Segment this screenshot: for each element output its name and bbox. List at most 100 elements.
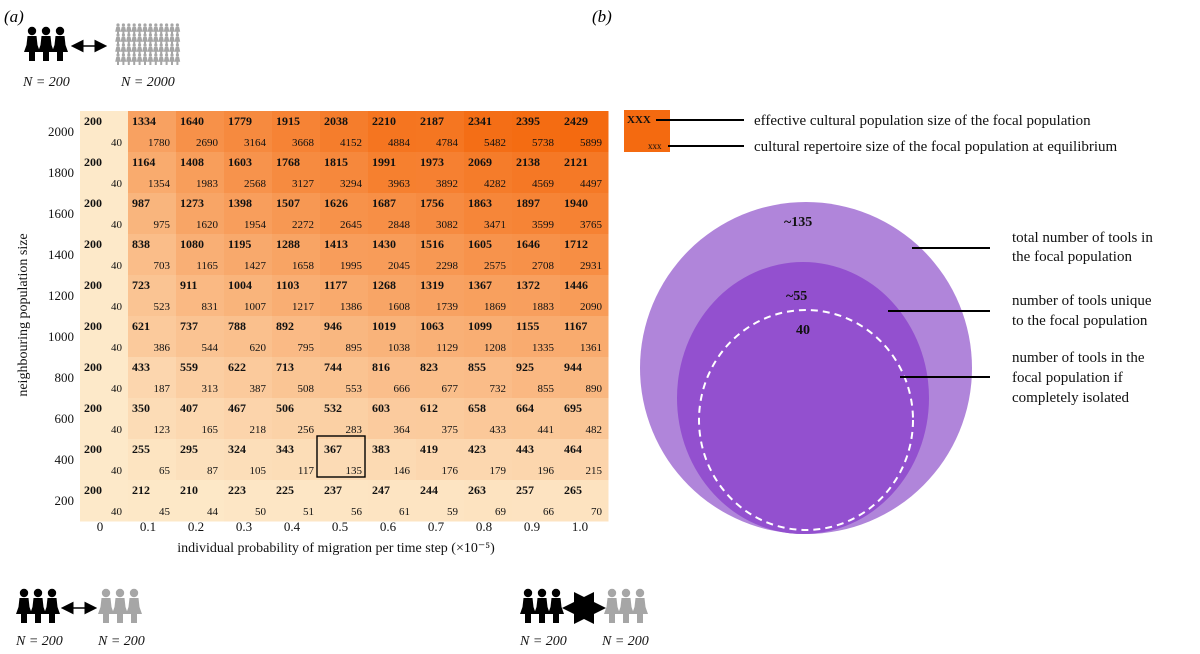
repertoire-size-label: 40	[111, 465, 123, 477]
heatmap-cell	[272, 480, 321, 522]
effective-size-label: 1398	[228, 196, 252, 210]
heatmap-cell	[176, 357, 225, 399]
heatmap-cell	[512, 152, 561, 194]
heatmap: 200 40 1334 1780 1640 2690 1779 3164 1915 3668 203…	[80, 111, 609, 522]
repertoire-size-label: 553	[346, 383, 363, 395]
x-tick-label: 0.4	[284, 519, 301, 534]
repertoire-size-label: 890	[586, 383, 603, 395]
effective-size-label: 816	[372, 360, 390, 374]
effective-size-label: 423	[468, 442, 486, 456]
total-tools-value: ~135	[784, 215, 812, 230]
repertoire-size-label: 176	[442, 465, 459, 477]
repertoire-size-label: 61	[399, 506, 410, 518]
effective-size-label: 200	[84, 442, 102, 456]
heatmap-cell	[80, 234, 129, 276]
heatmap-cell	[512, 398, 561, 440]
effective-size-label: 212	[132, 483, 150, 497]
effective-size-label: 200	[84, 278, 102, 292]
effective-size-label: 1712	[564, 237, 588, 251]
effective-size-label: 1897	[516, 196, 540, 210]
heatmap-cell	[128, 357, 177, 399]
repertoire-size-label: 69	[495, 506, 507, 518]
heatmap-cell	[224, 234, 273, 276]
effective-size-label: 1334	[132, 114, 156, 128]
repertoire-size-label: 4497	[580, 178, 603, 190]
effective-size-label: 383	[372, 442, 390, 456]
effective-size-label: 925	[516, 360, 534, 374]
effective-size-label: 1063	[420, 319, 444, 333]
effective-size-label: 1273	[180, 196, 204, 210]
isolated-tools-description-line: completely isolated	[1012, 390, 1130, 406]
effective-size-label: 1268	[372, 278, 396, 292]
repertoire-size-label: 218	[250, 424, 267, 436]
effective-size-label: 2121	[564, 155, 588, 169]
effective-size-label: 324	[228, 442, 246, 456]
x-tick-label: 0.7	[428, 519, 445, 534]
effective-size-label: 1408	[180, 155, 204, 169]
heatmap-cell	[272, 357, 321, 399]
heatmap-cell	[512, 275, 561, 317]
heatmap-cell	[128, 398, 177, 440]
effective-size-label: 2395	[516, 114, 540, 128]
effective-size-label: 1319	[420, 278, 444, 292]
repertoire-size-label: 3765	[580, 219, 603, 231]
repertoire-size-label: 1995	[340, 260, 363, 272]
repertoire-size-label: 3599	[532, 219, 555, 231]
effective-size-label: 737	[180, 319, 198, 333]
repertoire-size-label: 1007	[244, 301, 267, 313]
repertoire-size-label: 179	[490, 465, 507, 477]
effective-size-label: 1195	[228, 237, 251, 251]
repertoire-size-label: 123	[154, 424, 171, 436]
heatmap-cell	[560, 234, 609, 276]
heatmap-cell	[320, 275, 369, 317]
repertoire-size-label: 1427	[244, 260, 267, 272]
repertoire-size-label: 2645	[340, 219, 363, 231]
heatmap-cell	[80, 398, 129, 440]
effective-size-label: 350	[132, 401, 150, 415]
repertoire-size-label: 40	[111, 137, 123, 149]
unique-tools-value: ~55	[786, 289, 807, 304]
repertoire-size-label: 4884	[388, 137, 411, 149]
strong-migration-neighbour-icon	[604, 588, 648, 623]
heatmap-cell	[368, 439, 417, 481]
repertoire-size-label: 146	[394, 465, 411, 477]
isolated-tools-description-line: focal population if	[1012, 370, 1123, 386]
heatmap-cell	[224, 480, 273, 522]
heatmap-cell	[368, 480, 417, 522]
heatmap-cell	[128, 316, 177, 358]
repertoire-size-label: 1165	[196, 260, 218, 272]
repertoire-size-label: 56	[351, 506, 363, 518]
heatmap-cell	[464, 439, 513, 481]
heatmap-cell	[320, 357, 369, 399]
effective-size-label: 433	[132, 360, 150, 374]
y-tick-label: 1600	[48, 206, 74, 221]
y-tick-label: 600	[55, 411, 75, 426]
heatmap-cell	[560, 398, 609, 440]
repertoire-size-label: 1386	[340, 301, 363, 313]
repertoire-size-label: 2298	[436, 260, 459, 272]
repertoire-size-label: 4784	[436, 137, 459, 149]
isolated-tools-description-line: number of tools in the	[1012, 350, 1145, 366]
effective-size-label: 944	[564, 360, 582, 374]
heatmap-cell	[464, 275, 513, 317]
repertoire-size-label: 45	[159, 506, 171, 518]
effective-size-label: 1646	[516, 237, 540, 251]
effective-size-label: 2210	[372, 114, 396, 128]
isolated-tools-value: 40	[796, 323, 810, 338]
heatmap-cell	[320, 316, 369, 358]
effective-size-label: 464	[564, 442, 582, 456]
heatmap-cell	[368, 316, 417, 358]
effective-size-label: 1080	[180, 237, 204, 251]
effective-size-label: 1915	[276, 114, 300, 128]
effective-size-label: 1507	[276, 196, 300, 210]
repertoire-size-label: 117	[298, 465, 315, 477]
effective-size-label: 1516	[420, 237, 444, 251]
y-tick-label: 1800	[48, 165, 74, 180]
repertoire-size-label: 795	[298, 342, 315, 354]
repertoire-size-label: 375	[442, 424, 459, 436]
repertoire-size-label: 1869	[484, 301, 507, 313]
effective-size-label: 419	[420, 442, 438, 456]
x-tick-label: 0.9	[524, 519, 540, 534]
bottom-focal-population-icon	[16, 588, 60, 623]
heatmap-cell	[80, 316, 129, 358]
